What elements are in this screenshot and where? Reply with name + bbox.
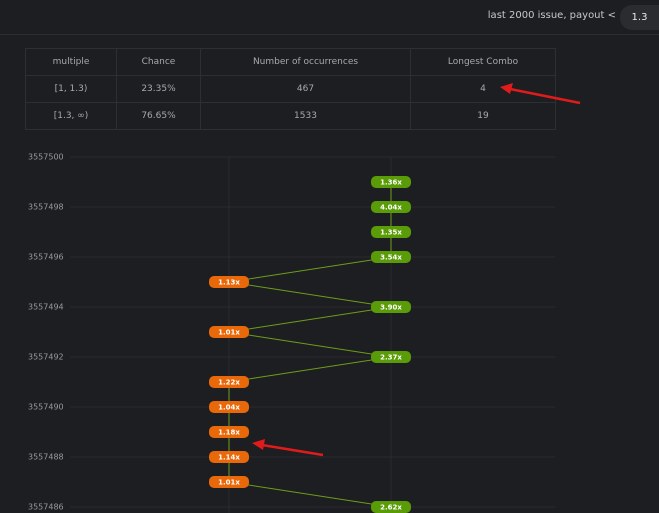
point-label: 1.22x bbox=[218, 379, 240, 387]
point-box bbox=[371, 301, 411, 313]
point-label: 3.54x bbox=[380, 254, 402, 262]
y-tick-label: 3557490 bbox=[28, 403, 64, 412]
point: 2.62x bbox=[371, 501, 411, 513]
point: 1.36x bbox=[371, 176, 411, 188]
cell: 467 bbox=[200, 75, 411, 103]
point-box bbox=[209, 426, 249, 438]
arrow-head bbox=[500, 83, 513, 94]
point-label: 1.04x bbox=[218, 404, 240, 412]
point-box bbox=[371, 226, 411, 238]
cell: 19 bbox=[410, 102, 556, 130]
point-label: 1.14x bbox=[218, 454, 240, 462]
point-box bbox=[209, 476, 249, 488]
point: 1.01x bbox=[209, 476, 249, 488]
point-label: 1.36x bbox=[380, 179, 402, 187]
point: 2.37x bbox=[371, 351, 411, 363]
point-box bbox=[209, 451, 249, 463]
point-box bbox=[209, 276, 249, 288]
point-box bbox=[371, 176, 411, 188]
point-label: 4.04x bbox=[380, 204, 402, 212]
annotation-layer bbox=[500, 83, 581, 105]
point-box bbox=[209, 401, 249, 413]
cell: [1, 1.3) bbox=[25, 75, 117, 103]
point-label: 3.90x bbox=[380, 304, 402, 312]
arrow bbox=[261, 443, 324, 457]
point-box bbox=[371, 251, 411, 263]
point: 1.35x bbox=[371, 226, 411, 238]
series-line bbox=[228, 182, 392, 508]
cell: 4 bbox=[410, 75, 556, 103]
stats-table: multiple Chance Number of occurrences Lo… bbox=[25, 48, 556, 130]
point: 3.54x bbox=[371, 251, 411, 263]
cell: 76.65% bbox=[116, 102, 201, 130]
y-tick-label: 3557500 bbox=[28, 153, 64, 162]
point-label: 1.13x bbox=[218, 279, 240, 287]
point: 4.04x bbox=[371, 201, 411, 213]
y-tick-label: 3557488 bbox=[28, 453, 64, 462]
point-box bbox=[371, 501, 411, 513]
payout-input[interactable]: 1.3 bbox=[620, 5, 659, 30]
cell: [1.3, ∞) bbox=[25, 102, 117, 130]
y-tick-label: 3557486 bbox=[28, 503, 64, 512]
point: 3.90x bbox=[371, 301, 411, 313]
point-label: 1.18x bbox=[218, 429, 240, 437]
point: 1.18x bbox=[209, 426, 249, 438]
column-header: Chance bbox=[116, 48, 201, 76]
cell: 1533 bbox=[200, 102, 411, 130]
column-header: multiple bbox=[25, 48, 117, 76]
point: 1.22x bbox=[209, 376, 249, 388]
point: 1.04x bbox=[209, 401, 249, 413]
y-tick-label: 3557496 bbox=[28, 253, 64, 262]
header: last 2000 issue, payout < 1.3 bbox=[0, 0, 659, 35]
point: 1.01x bbox=[209, 326, 249, 338]
point-label: 2.62x bbox=[380, 504, 402, 512]
y-tick-label: 3557498 bbox=[28, 203, 64, 212]
point-box bbox=[371, 201, 411, 213]
point-box bbox=[209, 376, 249, 388]
point: 1.14x bbox=[209, 451, 249, 463]
point-label: 1.35x bbox=[380, 229, 402, 237]
arrow-head bbox=[252, 439, 265, 450]
table-row: [1.3, ∞) 76.65% 1533 19 bbox=[25, 102, 556, 130]
header-text: last 2000 issue, payout < bbox=[487, 10, 616, 21]
y-tick-label: 3557492 bbox=[28, 353, 64, 362]
arrow bbox=[509, 87, 581, 105]
point-label: 1.01x bbox=[218, 479, 240, 487]
point-box bbox=[371, 351, 411, 363]
point-label: 2.37x bbox=[380, 354, 402, 362]
point: 1.13x bbox=[209, 276, 249, 288]
y-tick-label: 3557494 bbox=[28, 303, 64, 312]
table-header: multiple Chance Number of occurrences Lo… bbox=[25, 48, 556, 76]
column-header: Longest Combo bbox=[410, 48, 556, 76]
point-box bbox=[209, 326, 249, 338]
point-label: 1.01x bbox=[218, 329, 240, 337]
chart: 3557500 3557498 3557496 3557494 3557492 35574… bbox=[28, 153, 555, 513]
cell: 23.35% bbox=[116, 75, 201, 103]
table-row: [1, 1.3) 23.35% 467 4 bbox=[25, 75, 556, 103]
